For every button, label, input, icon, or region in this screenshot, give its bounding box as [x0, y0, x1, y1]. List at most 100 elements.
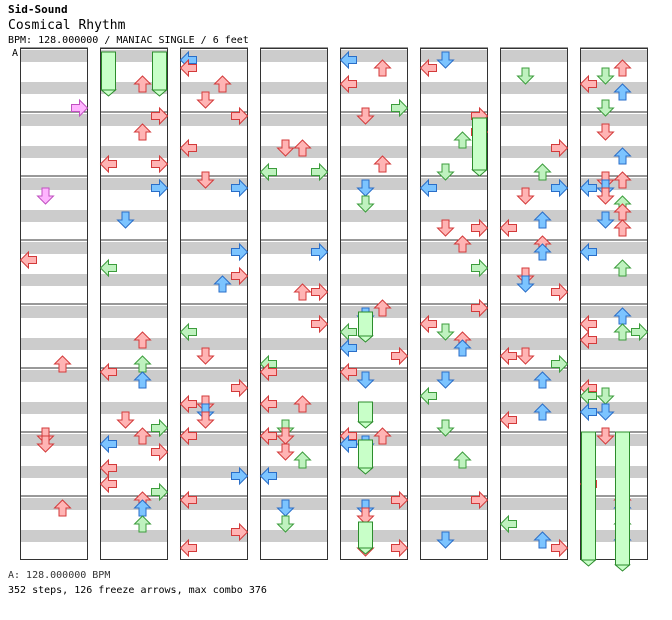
down-arrow-icon — [116, 411, 135, 429]
right-arrow-icon — [231, 266, 249, 286]
beat-stripe — [100, 338, 168, 350]
left-arrow-icon — [339, 434, 357, 454]
freeze-arrow-tail — [357, 335, 374, 343]
beat-stripe — [580, 114, 648, 126]
beat-stripe — [500, 498, 568, 510]
up-arrow-icon — [373, 59, 392, 77]
right-arrow-icon — [151, 442, 169, 462]
down-arrow-icon — [596, 403, 615, 421]
beat-stripe — [20, 434, 88, 446]
left-arrow-icon — [259, 426, 277, 446]
left-arrow-icon — [579, 74, 597, 94]
right-arrow-icon — [151, 482, 169, 502]
right-arrow-icon — [391, 490, 409, 510]
column-border — [340, 48, 408, 560]
left-arrow-icon — [339, 74, 357, 94]
beat-stripe — [260, 178, 328, 190]
up-arrow-icon — [613, 59, 632, 77]
beat-stripe — [100, 498, 168, 510]
beat-stripe — [20, 178, 88, 190]
beat-stripe — [20, 146, 88, 158]
right-arrow-icon — [231, 466, 249, 486]
song-title: Cosmical Rhythm — [8, 18, 126, 33]
freeze-arrow-tail — [357, 467, 374, 475]
beat-stripe — [580, 434, 648, 446]
right-arrow-icon — [311, 162, 329, 182]
down-arrow-icon — [356, 371, 375, 389]
beat-stripe — [580, 530, 648, 542]
down-arrow-icon — [596, 387, 615, 405]
right-arrow-icon — [551, 354, 569, 374]
up-arrow-icon — [373, 155, 392, 173]
chart-column — [20, 47, 88, 560]
down-arrow-icon — [436, 163, 455, 181]
column-border — [180, 48, 248, 560]
down-arrow-icon — [596, 187, 615, 205]
beat-stripe — [500, 114, 568, 126]
left-arrow-icon — [339, 322, 357, 342]
down-arrow-icon — [436, 219, 455, 237]
column-border — [420, 48, 488, 560]
left-arrow-icon — [179, 490, 197, 510]
down-arrow-icon — [436, 371, 455, 389]
up-arrow-icon — [613, 83, 632, 101]
left-arrow-icon — [579, 314, 597, 334]
up-arrow-icon — [133, 331, 152, 349]
left-arrow-icon — [259, 362, 277, 382]
up-arrow-icon — [293, 139, 312, 157]
beat-stripe — [100, 306, 168, 318]
beat-stripe — [420, 50, 488, 62]
left-arrow-icon — [579, 402, 597, 422]
beat-stripe — [420, 466, 488, 478]
down-arrow-icon — [516, 347, 535, 365]
right-arrow-icon — [311, 242, 329, 262]
down-arrow-icon — [436, 419, 455, 437]
column-border — [500, 48, 568, 560]
beat-stripe — [100, 210, 168, 222]
beat-stripe — [20, 82, 88, 94]
beat-stripe — [340, 114, 408, 126]
beat-stripe — [580, 50, 648, 62]
column-border — [100, 48, 168, 560]
up-arrow-icon — [613, 147, 632, 165]
beat-stripe — [580, 274, 648, 286]
beat-stripe — [340, 210, 408, 222]
up-arrow-icon — [133, 123, 152, 141]
down-arrow-icon — [276, 139, 295, 157]
left-arrow-icon — [99, 434, 117, 454]
freeze-arrow — [358, 311, 373, 337]
up-arrow-icon — [613, 219, 632, 237]
down-arrow-icon — [596, 211, 615, 229]
beat-stripe — [500, 306, 568, 318]
beat-stripe — [420, 274, 488, 286]
down-arrow-icon — [36, 187, 55, 205]
right-arrow-icon — [231, 378, 249, 398]
beat-stripe — [100, 50, 168, 62]
beat-stripe — [500, 370, 568, 382]
chart-column — [260, 47, 328, 560]
down-arrow-icon — [196, 411, 215, 429]
right-arrow-icon — [311, 282, 329, 302]
right-arrow-icon — [471, 218, 489, 238]
beat-stripe — [500, 466, 568, 478]
beat-stripe — [580, 498, 648, 510]
up-arrow-icon — [53, 355, 72, 373]
beat-stripe — [260, 530, 328, 542]
up-arrow-icon — [453, 235, 472, 253]
right-arrow-icon — [551, 538, 569, 558]
right-arrow-icon — [471, 298, 489, 318]
up-arrow-icon — [453, 339, 472, 357]
down-arrow-icon — [516, 67, 535, 85]
freeze-arrow-tail — [357, 421, 374, 429]
left-arrow-icon — [339, 50, 357, 70]
left-arrow-icon — [99, 154, 117, 174]
left-arrow-icon — [259, 162, 277, 182]
right-arrow-icon — [311, 314, 329, 334]
right-arrow-icon — [391, 98, 409, 118]
beat-stripe — [340, 274, 408, 286]
beat-stripe — [20, 50, 88, 62]
freeze-arrow — [581, 431, 596, 561]
beat-stripe — [580, 210, 648, 222]
beat-stripe — [100, 146, 168, 158]
